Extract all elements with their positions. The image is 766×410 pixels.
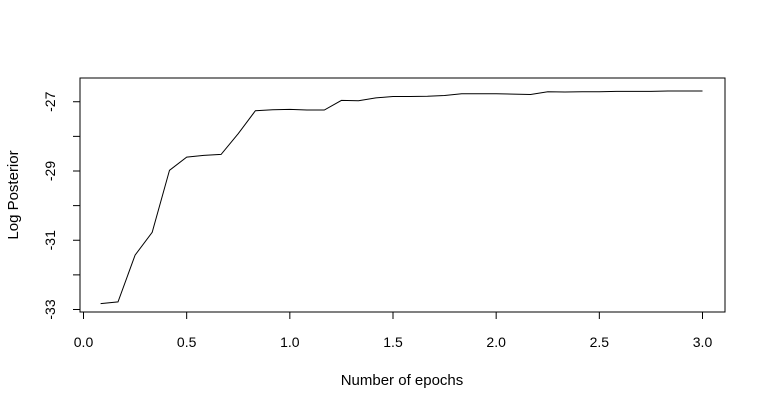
y-axis-title: Log Posterior bbox=[5, 150, 22, 239]
series-line bbox=[100, 90, 703, 305]
y-tick-label: -29 bbox=[42, 161, 58, 181]
y-tick-label: -31 bbox=[42, 230, 58, 250]
x-tick-label: 2.5 bbox=[590, 334, 610, 350]
y-tick-label: -27 bbox=[42, 91, 58, 111]
plot-frame bbox=[79, 77, 726, 313]
x-tick-label: 2.0 bbox=[486, 334, 506, 350]
x-axis: 0.0 0.5 1.0 1.5 2.0 2.5 3.0 bbox=[74, 311, 713, 350]
y-tick-label: -33 bbox=[42, 299, 58, 319]
x-tick-label: 1.0 bbox=[280, 334, 300, 350]
x-tick-label: 0.5 bbox=[177, 334, 197, 350]
y-axis: -33 -31 -29 -27 bbox=[42, 91, 81, 320]
x-tick-label: 3.0 bbox=[693, 334, 713, 350]
x-axis-title: Number of epochs bbox=[341, 372, 464, 389]
x-tick-label: 1.5 bbox=[383, 334, 403, 350]
x-tick-label: 0.0 bbox=[74, 334, 94, 350]
